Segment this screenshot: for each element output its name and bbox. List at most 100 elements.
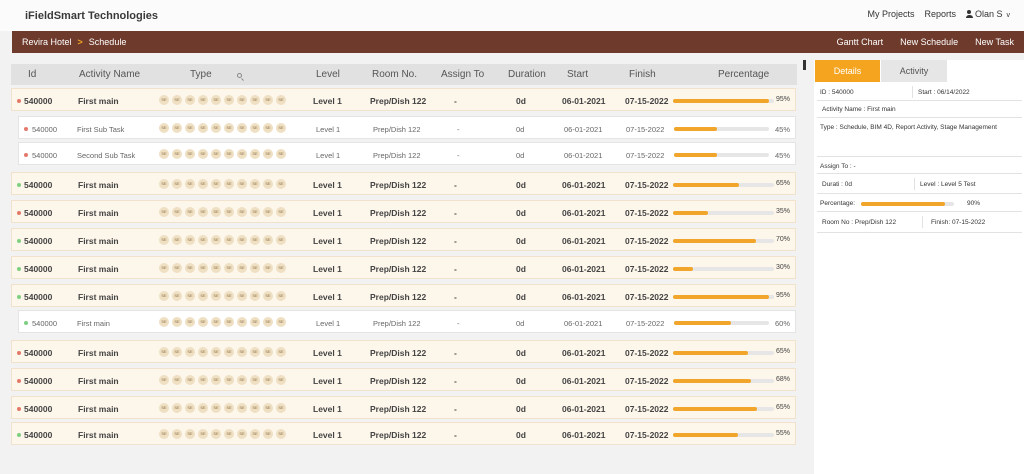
type-badge[interactable]: SE (263, 123, 273, 133)
type-badge[interactable]: SE (276, 179, 286, 189)
col-level[interactable]: Level (316, 69, 340, 80)
type-badge[interactable]: SE (211, 207, 221, 217)
type-badge[interactable]: SE (276, 123, 286, 133)
type-badge[interactable]: SE (276, 207, 286, 217)
type-badge[interactable]: SE (172, 207, 182, 217)
type-badge[interactable]: SE (224, 347, 234, 357)
type-badge[interactable]: SE (237, 291, 247, 301)
type-badge[interactable]: SE (185, 263, 195, 273)
my-projects-link[interactable]: My Projects (867, 9, 915, 19)
type-badge[interactable]: SE (211, 95, 221, 105)
table-row[interactable]: 540000 First main SE SE SE SE SE SE SE SE SE SE Leve… (11, 368, 796, 391)
type-badge[interactable]: SE (250, 403, 260, 413)
new-task-button[interactable]: New Task (975, 37, 1014, 47)
tab-activity[interactable]: Activity (881, 60, 947, 82)
type-badge[interactable]: SE (237, 123, 247, 133)
type-badge[interactable]: SE (237, 207, 247, 217)
type-badge[interactable]: SE (276, 317, 286, 327)
type-badge[interactable]: SE (263, 403, 273, 413)
type-badge[interactable]: SE (185, 403, 195, 413)
type-badge[interactable]: SE (172, 179, 182, 189)
type-badge[interactable]: SE (172, 235, 182, 245)
type-badge[interactable]: SE (263, 95, 273, 105)
breadcrumb-project[interactable]: Revira Hotel (22, 37, 72, 47)
type-badge[interactable]: SE (185, 291, 195, 301)
type-badge[interactable]: SE (250, 95, 260, 105)
type-badge[interactable]: SE (211, 403, 221, 413)
type-badge[interactable]: SE (276, 347, 286, 357)
type-badge[interactable]: SE (250, 347, 260, 357)
type-badge[interactable]: SE (198, 291, 208, 301)
type-badge[interactable]: SE (185, 179, 195, 189)
type-badge[interactable]: SE (198, 429, 208, 439)
type-badge[interactable]: SE (224, 403, 234, 413)
type-badge[interactable]: SE (224, 375, 234, 385)
type-badge[interactable]: SE (237, 403, 247, 413)
table-row[interactable]: 540000 First main SE SE SE SE SE SE SE SE SE SE Leve… (11, 200, 796, 223)
type-badge[interactable]: SE (237, 347, 247, 357)
type-badge[interactable]: SE (276, 235, 286, 245)
table-row[interactable]: 540000 First main SE SE SE SE SE SE SE SE SE SE Leve… (11, 256, 796, 279)
type-badge[interactable]: SE (172, 149, 182, 159)
type-badge[interactable]: SE (198, 375, 208, 385)
col-percentage[interactable]: Percentage (718, 69, 770, 80)
type-badge[interactable]: SE (237, 375, 247, 385)
type-badge[interactable]: SE (159, 207, 169, 217)
type-badge[interactable]: SE (250, 235, 260, 245)
type-badge[interactable]: SE (185, 207, 195, 217)
table-row[interactable]: 540000 First main SE SE SE SE SE SE SE SE SE SE Leve… (11, 228, 796, 251)
type-badge[interactable]: SE (159, 179, 169, 189)
type-badge[interactable]: SE (224, 235, 234, 245)
type-badge[interactable]: SE (198, 95, 208, 105)
type-badge[interactable]: SE (263, 207, 273, 217)
type-badge[interactable]: SE (237, 95, 247, 105)
col-assign-to[interactable]: Assign To (441, 69, 485, 80)
type-badge[interactable]: SE (211, 123, 221, 133)
type-badge[interactable]: SE (224, 317, 234, 327)
type-badge[interactable]: SE (159, 123, 169, 133)
type-badge[interactable]: SE (172, 291, 182, 301)
type-badge[interactable]: SE (185, 347, 195, 357)
type-badge[interactable]: SE (198, 149, 208, 159)
type-badge[interactable]: SE (172, 123, 182, 133)
type-badge[interactable]: SE (198, 207, 208, 217)
type-badge[interactable]: SE (263, 375, 273, 385)
type-badge[interactable]: SE (263, 317, 273, 327)
type-badge[interactable]: SE (159, 347, 169, 357)
type-badge[interactable]: SE (159, 317, 169, 327)
type-badge[interactable]: SE (276, 263, 286, 273)
type-badge[interactable]: SE (263, 263, 273, 273)
type-badge[interactable]: SE (172, 317, 182, 327)
col-id[interactable]: Id (28, 69, 37, 80)
new-schedule-button[interactable]: New Schedule (900, 37, 959, 47)
search-icon[interactable] (237, 70, 242, 81)
col-type[interactable]: Type (190, 69, 212, 80)
type-badge[interactable]: SE (276, 291, 286, 301)
type-badge[interactable]: SE (250, 429, 260, 439)
type-badge[interactable]: SE (211, 317, 221, 327)
type-badge[interactable]: SE (172, 375, 182, 385)
type-badge[interactable]: SE (159, 263, 169, 273)
type-badge[interactable]: SE (237, 317, 247, 327)
type-badge[interactable]: SE (224, 179, 234, 189)
type-badge[interactable]: SE (159, 235, 169, 245)
type-badge[interactable]: SE (237, 235, 247, 245)
type-badge[interactable]: SE (185, 123, 195, 133)
type-badge[interactable]: SE (198, 317, 208, 327)
type-badge[interactable]: SE (185, 95, 195, 105)
type-badge[interactable]: SE (237, 149, 247, 159)
type-badge[interactable]: SE (211, 263, 221, 273)
type-badge[interactable]: SE (276, 149, 286, 159)
table-row[interactable]: 540000 First main SE SE SE SE SE SE SE SE SE SE Leve… (18, 310, 796, 333)
type-badge[interactable]: SE (172, 263, 182, 273)
scrollbar-handle[interactable] (803, 60, 806, 70)
type-badge[interactable]: SE (159, 291, 169, 301)
type-badge[interactable]: SE (198, 403, 208, 413)
tab-details[interactable]: Details (815, 60, 880, 82)
type-badge[interactable]: SE (198, 263, 208, 273)
type-badge[interactable]: SE (250, 263, 260, 273)
table-row[interactable]: 540000 First main SE SE SE SE SE SE SE SE SE SE Leve… (11, 396, 796, 419)
type-badge[interactable]: SE (250, 291, 260, 301)
reports-link[interactable]: Reports (924, 9, 956, 19)
